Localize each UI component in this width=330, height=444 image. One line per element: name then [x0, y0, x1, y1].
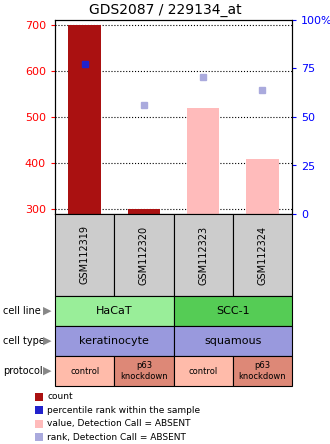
Text: keratinocyte: keratinocyte	[79, 336, 149, 346]
Text: GSM112323: GSM112323	[198, 226, 208, 285]
Text: control: control	[188, 366, 218, 376]
Text: cell type: cell type	[3, 336, 45, 346]
Text: GSM112319: GSM112319	[80, 226, 90, 285]
Text: ▶: ▶	[43, 366, 51, 376]
Text: count: count	[47, 392, 73, 401]
Text: HaCaT: HaCaT	[96, 306, 133, 316]
Text: GSM112324: GSM112324	[257, 226, 267, 285]
Text: p63
knockdown: p63 knockdown	[239, 361, 286, 381]
Text: squamous: squamous	[204, 336, 261, 346]
Bar	[128, 210, 160, 214]
Text: control: control	[70, 366, 99, 376]
Bar	[68, 24, 101, 214]
Text: GSM112320: GSM112320	[139, 226, 149, 285]
Text: p63
knockdown: p63 knockdown	[120, 361, 168, 381]
Text: protocol: protocol	[3, 366, 43, 376]
Text: rank, Detection Call = ABSENT: rank, Detection Call = ABSENT	[47, 433, 186, 442]
Text: value, Detection Call = ABSENT: value, Detection Call = ABSENT	[47, 419, 190, 428]
Text: percentile rank within the sample: percentile rank within the sample	[47, 406, 200, 415]
Bar	[187, 108, 219, 214]
Bar	[246, 159, 279, 214]
Text: cell line: cell line	[3, 306, 41, 316]
Text: ▶: ▶	[43, 336, 51, 346]
Text: ▶: ▶	[43, 306, 51, 316]
Text: SCC-1: SCC-1	[216, 306, 249, 316]
Text: GDS2087 / 229134_at: GDS2087 / 229134_at	[89, 3, 241, 17]
